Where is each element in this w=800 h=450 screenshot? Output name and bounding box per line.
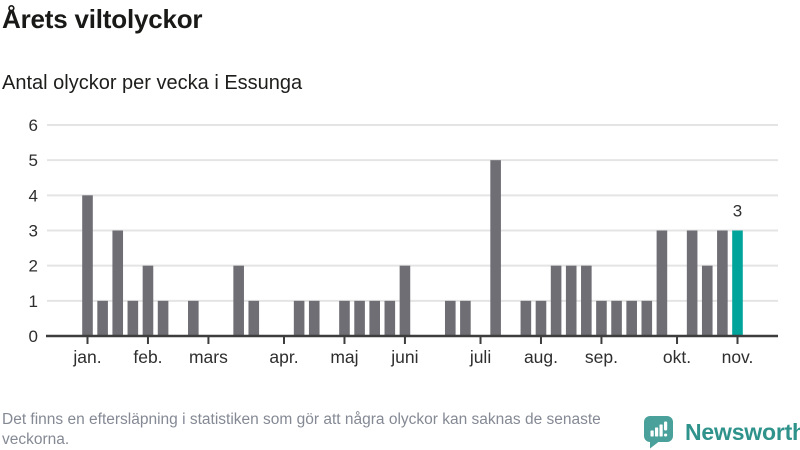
month-label-maj: maj [330, 347, 358, 367]
month-label-apr.: apr. [269, 347, 298, 367]
bar-week-42 [701, 265, 713, 336]
bar-week-32 [550, 265, 562, 336]
bar-week-41 [686, 230, 698, 336]
chart-subtitle: Antal olyckor per vecka i Essunga [2, 72, 303, 94]
bar-week-15 [293, 300, 305, 336]
y-axis-label-4: 4 [29, 186, 38, 205]
y-axis-label-1: 1 [29, 292, 38, 311]
month-label-mars: mars [189, 347, 228, 367]
speech-bubble-shape [644, 416, 673, 449]
bar-week-18 [339, 300, 350, 336]
bar-week-37 [626, 300, 637, 336]
bar-week-43 [717, 230, 728, 336]
y-axis-label-2: 2 [29, 257, 38, 276]
bar-week-25 [444, 300, 456, 336]
y-axis-label-3: 3 [29, 222, 38, 241]
month-label-nov.: nov. [722, 347, 754, 367]
brand-name: Newsworthy [685, 419, 800, 445]
month-label-feb.: feb. [133, 347, 162, 367]
month-label-aug.: aug. [524, 347, 558, 367]
month-label-okt.: okt. [663, 347, 691, 367]
bar-week-39 [656, 230, 668, 336]
bar-week-20 [369, 300, 381, 336]
bar-week-3 [112, 230, 124, 336]
bar-week-6 [157, 300, 169, 336]
month-label-juni: juni [390, 347, 418, 367]
weekly-bar-chart: 0 1 2 3 4 5 6 jan. feb. mars apr. maj juni juli aug. se… [29, 116, 778, 367]
bar-week-35 [596, 300, 607, 336]
y-axis-label-0: 0 [29, 327, 38, 346]
newsworthy-logo: Newsworthy [644, 416, 800, 449]
y-axis-label-5: 5 [29, 151, 38, 170]
bar-week-33 [565, 265, 577, 336]
y-axis-label-6: 6 [29, 116, 38, 135]
bar-week-19 [354, 300, 365, 336]
bar-week-12 [248, 300, 260, 336]
bar-week-28 [490, 160, 501, 336]
bar-week-1 [82, 195, 93, 336]
mini-bar-chart-glyph [650, 421, 668, 437]
bar-week-38 [641, 300, 653, 336]
month-label-jan.: jan. [72, 347, 101, 367]
month-label-sep.: sep. [585, 347, 618, 367]
bar-week-30 [520, 300, 532, 336]
month-label-juli: juli [469, 347, 491, 367]
bar-week-22 [399, 265, 411, 336]
bar-week-11 [233, 265, 244, 336]
bar-week-5 [142, 265, 154, 336]
bar-week-16 [308, 300, 320, 336]
bar-week-21 [384, 300, 396, 336]
bar-week-31 [535, 300, 547, 336]
newsworthy-icon [644, 416, 673, 449]
bar-week-44 [732, 230, 743, 336]
bar-week-36 [611, 300, 622, 336]
bar-week-8 [188, 300, 199, 336]
footnote: Det finns en eftersläpning i statistiken… [2, 411, 601, 449]
chart-title: Årets viltolyckor [2, 4, 203, 34]
highlight-value-label: 3 [733, 202, 742, 221]
bar-week-4 [127, 300, 139, 336]
bar-week-2 [97, 300, 108, 336]
bar-week-26 [460, 300, 471, 336]
bar-week-34 [581, 265, 592, 336]
